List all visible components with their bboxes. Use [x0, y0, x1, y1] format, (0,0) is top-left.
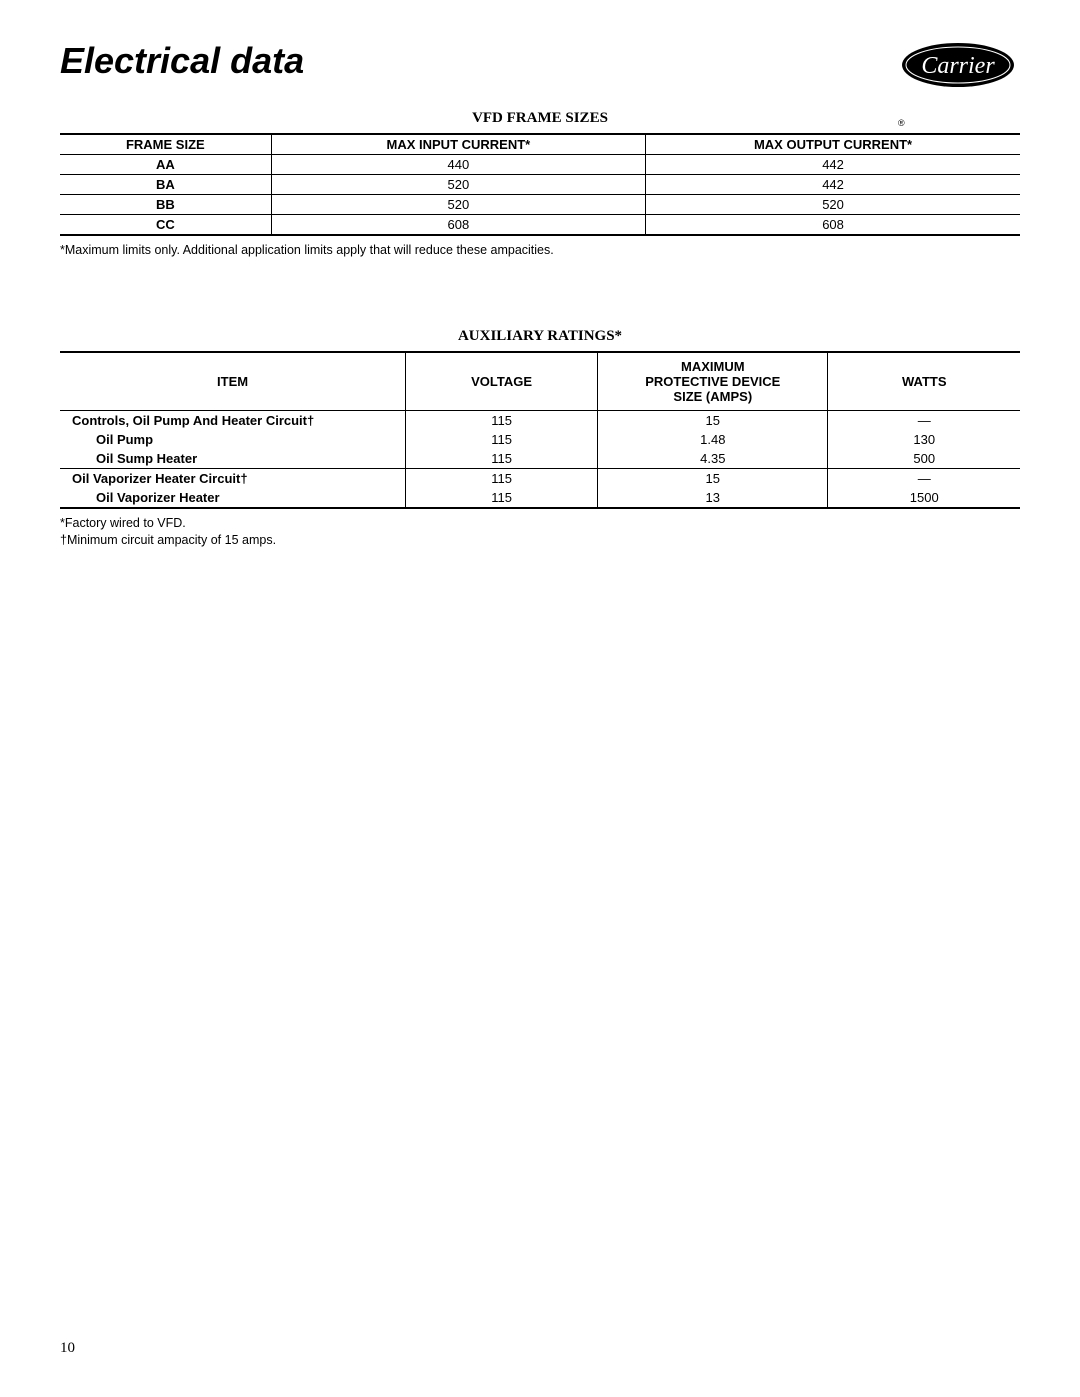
table-cell: 1.48: [598, 430, 828, 449]
table-cell: 115: [406, 430, 598, 449]
table-cell: 440: [271, 155, 645, 175]
table-row: Oil Vaporizer Heater Circuit†11515—: [60, 469, 1020, 489]
table1-header-1: MAX INPUT CURRENT*: [271, 134, 645, 155]
table-row: AA440442: [60, 155, 1020, 175]
page-title: Electrical data: [60, 40, 304, 82]
item-cell: Oil Sump Heater: [60, 449, 406, 469]
table-cell: 130: [828, 430, 1020, 449]
table2-header-0: ITEM: [60, 352, 406, 411]
table2-header-3: WATTS: [828, 352, 1020, 411]
table-cell: —: [828, 411, 1020, 431]
table-cell: BA: [60, 175, 271, 195]
table-row: BA520442: [60, 175, 1020, 195]
item-cell: Oil Pump: [60, 430, 406, 449]
table-row: Oil Pump1151.48130: [60, 430, 1020, 449]
table-cell: 442: [646, 175, 1020, 195]
table-cell: 15: [598, 411, 828, 431]
table-row: CC608608: [60, 215, 1020, 236]
table-cell: 115: [406, 488, 598, 508]
table1-title: VFD FRAME SIZES: [60, 110, 1020, 127]
table-row: Oil Vaporizer Heater115131500: [60, 488, 1020, 508]
table-cell: CC: [60, 215, 271, 236]
item-cell: Oil Vaporizer Heater: [60, 488, 406, 508]
page-number: 10: [60, 1340, 75, 1357]
table-cell: 115: [406, 469, 598, 489]
item-cell: Controls, Oil Pump And Heater Circuit†: [60, 411, 406, 431]
table-cell: BB: [60, 195, 271, 215]
table-cell: 520: [271, 175, 645, 195]
table1-header-2: MAX OUTPUT CURRENT*: [646, 134, 1020, 155]
table-cell: 500: [828, 449, 1020, 469]
table2-footnote-0: *Factory wired to VFD.: [60, 515, 1020, 531]
table-cell: 115: [406, 411, 598, 431]
table-cell: 4.35: [598, 449, 828, 469]
table2-header-2: MAXIMUMPROTECTIVE DEVICESIZE (AMPS): [598, 352, 828, 411]
auxiliary-ratings-table: ITEM VOLTAGE MAXIMUMPROTECTIVE DEVICESIZ…: [60, 351, 1020, 509]
table-cell: —: [828, 469, 1020, 489]
registered-mark: ®: [898, 118, 905, 128]
table2-footnote-1: †Minimum circuit ampacity of 15 amps.: [60, 532, 1020, 548]
table2-header-1: VOLTAGE: [406, 352, 598, 411]
table-cell: 520: [646, 195, 1020, 215]
table-cell: 442: [646, 155, 1020, 175]
vfd-frame-sizes-table: FRAME SIZE MAX INPUT CURRENT* MAX OUTPUT…: [60, 133, 1020, 236]
table-cell: 15: [598, 469, 828, 489]
table-row: Controls, Oil Pump And Heater Circuit†11…: [60, 411, 1020, 431]
table-cell: AA: [60, 155, 271, 175]
table-cell: 13: [598, 488, 828, 508]
table-row: Oil Sump Heater1154.35500: [60, 449, 1020, 469]
table-cell: 520: [271, 195, 645, 215]
table-cell: 608: [646, 215, 1020, 236]
table2-title: AUXILIARY RATINGS*: [60, 328, 1020, 345]
svg-text:Carrier: Carrier: [921, 53, 995, 79]
table-row: BB520520: [60, 195, 1020, 215]
table-cell: 115: [406, 449, 598, 469]
table1-header-0: FRAME SIZE: [60, 134, 271, 155]
table-cell: 608: [271, 215, 645, 236]
carrier-logo: Carrier ®: [900, 40, 1020, 90]
table-cell: 1500: [828, 488, 1020, 508]
table1-footnote: *Maximum limits only. Additional applica…: [60, 242, 1020, 258]
item-cell: Oil Vaporizer Heater Circuit†: [60, 469, 406, 489]
